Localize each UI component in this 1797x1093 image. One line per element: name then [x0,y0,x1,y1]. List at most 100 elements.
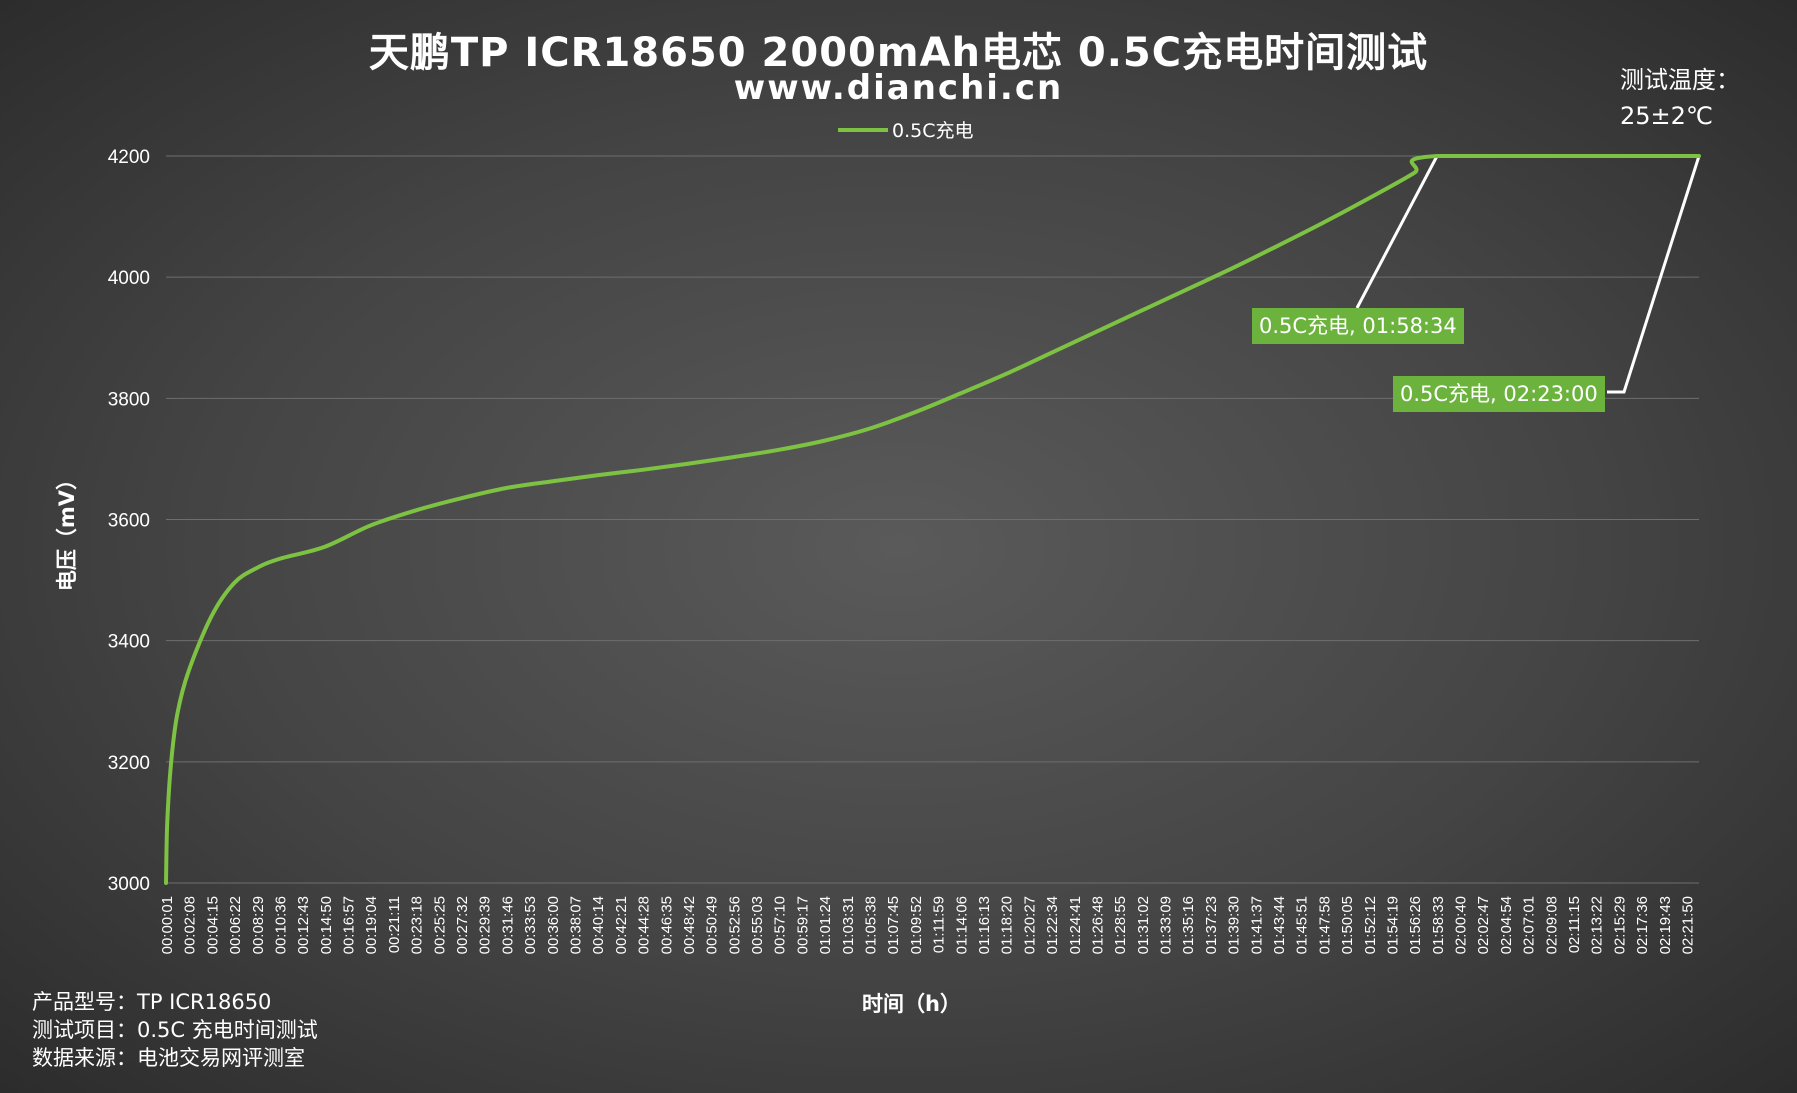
y-tick-label: 3200 [108,753,150,774]
x-tick-label: 00:08:29 [250,896,267,954]
x-tick-label: 01:16:13 [976,896,993,954]
x-tick-labels: 00:00:01 00:02:08 00:04:15 00:06:22 00:08:29… [159,896,1696,954]
footer-product-model: 产品型号：TP ICR18650 [32,990,272,1014]
leader-line-end [1607,155,1701,394]
x-tick-label: 02:17:36 [1634,896,1651,954]
y-tick-label: 3000 [108,874,150,895]
chart-title: 天鹏TP ICR18650 2000mAh电芯 0.5C充电时间测试 [368,30,1429,76]
x-tick-label: 01:03:31 [840,896,857,954]
legend-swatch [838,127,888,132]
x-tick-label: 01:24:41 [1067,896,1084,954]
x-tick-label: 00:40:14 [590,896,607,954]
x-tick-label: 00:06:22 [227,896,244,954]
x-tick-label: 00:55:03 [749,896,766,954]
y-tick-label: 4000 [108,268,150,289]
x-tick-label: 00:14:50 [318,896,335,954]
x-tick-label: 00:25:25 [431,896,448,954]
x-tick-label: 00:52:56 [726,896,743,954]
test-temperature: 测试温度： 25±2℃ [1620,62,1790,134]
test-temperature-value: 25±2℃ [1620,102,1713,130]
x-tick-label: 00:57:10 [772,896,789,954]
series-line-0.5c-charge [164,154,1701,885]
x-tick-label: 01:18:20 [999,896,1016,954]
x-tick-label: 00:12:43 [295,896,312,954]
footer-test-item: 测试项目：0.5C 充电时间测试 [32,1018,318,1042]
x-tick-label: 00:33:53 [522,896,539,954]
x-tick-label: 00:02:08 [182,896,199,954]
y-tick-label: 3800 [108,389,150,410]
x-tick-label: 00:50:49 [704,896,721,954]
legend: 0.5C充电 [838,116,973,143]
x-tick-label: 00:23:18 [409,896,426,954]
x-tick-label: 00:38:07 [567,896,584,954]
x-tick-label: 01:33:09 [1158,896,1175,954]
x-tick-label: 00:27:32 [454,896,471,954]
x-tick-label: 01:14:06 [953,896,970,954]
x-tick-label: 00:36:00 [545,896,562,954]
x-tick-label: 01:45:51 [1294,896,1311,954]
legend-label: 0.5C充电 [892,120,974,142]
x-tick-label: 02:09:08 [1543,896,1560,954]
footer-info: 产品型号：TP ICR18650 测试项目：0.5C 充电时间测试 数据来源：电… [32,988,318,1072]
x-tick-label: 00:10:36 [272,896,289,954]
y-tick-label: 4200 [108,147,150,168]
x-tick-label: 01:01:24 [817,896,834,954]
x-tick-label: 02:00:40 [1453,896,1470,954]
x-tick-label: 01:52:12 [1362,896,1379,954]
x-tick-label: 02:13:22 [1589,896,1606,954]
x-tick-label: 01:41:37 [1248,896,1265,954]
x-tick-label: 02:04:54 [1498,896,1515,954]
x-tick-label: 02:15:29 [1611,896,1628,954]
x-tick-label: 00:48:42 [681,896,698,954]
x-tick-label: 02:07:01 [1521,896,1538,954]
x-tick-label: 00:59:17 [794,896,811,954]
y-tick-label: 3600 [108,511,150,532]
x-tick-label: 01:39:30 [1226,896,1243,954]
test-temperature-label: 测试温度： [1620,66,1740,94]
x-tick-label: 01:05:38 [863,896,880,954]
x-tick-label: 00:04:15 [204,896,221,954]
x-tick-label: 01:07:45 [885,896,902,954]
x-tick-label: 00:00:01 [159,896,176,954]
callout-end: 0.5C充电, 02:23:00 [1393,376,1605,412]
x-tick-label: 02:21:50 [1679,896,1696,954]
y-tick-labels: 3000 3200 3400 3600 3800 4000 4200 [108,147,150,895]
x-axis-label: 时间（h） [862,992,961,1016]
x-tick-label: 00:44:28 [636,896,653,954]
callout-leader-lines [1355,155,1701,394]
chart-subtitle: www.dianchi.cn [733,68,1064,108]
x-tick-label: 00:21:11 [386,896,403,953]
x-tick-label: 00:19:04 [363,896,380,954]
x-tick-label: 01:26:48 [1089,896,1106,954]
y-axis-label: 电压（mV） [55,468,79,592]
x-tick-label: 01:54:19 [1384,896,1401,954]
x-tick-label: 00:29:39 [477,896,494,954]
x-tick-label: 02:11:15 [1566,896,1583,953]
footer-data-source: 数据来源：电池交易网评测室 [32,1046,305,1070]
x-tick-label: 01:56:26 [1407,896,1424,954]
x-tick-label: 00:16:57 [341,896,358,954]
x-tick-label: 01:43:44 [1271,896,1288,954]
x-tick-label: 01:28:55 [1112,896,1129,954]
x-tick-label: 02:19:43 [1657,896,1674,954]
x-tick-label: 01:50:05 [1339,896,1356,954]
leader-line-full-charge [1355,155,1439,309]
x-tick-label: 01:35:16 [1180,896,1197,954]
callout-full-charge: 0.5C充电, 01:58:34 [1252,308,1464,344]
grid-lines [166,155,1699,884]
y-tick-label: 3400 [108,632,150,653]
x-tick-label: 00:42:21 [613,896,630,954]
x-tick-label: 01:58:33 [1430,896,1447,954]
x-tick-label: 01:09:52 [908,896,925,954]
x-tick-label: 01:37:23 [1203,896,1220,954]
x-tick-label: 01:47:58 [1316,896,1333,954]
x-tick-label: 01:22:34 [1044,896,1061,954]
x-tick-label: 01:20:27 [1021,896,1038,954]
x-tick-label: 00:46:35 [658,896,675,954]
x-tick-label: 01:11:59 [931,896,948,953]
x-tick-label: 02:02:47 [1475,896,1492,954]
x-tick-label: 01:31:02 [1135,896,1152,954]
x-tick-label: 00:31:46 [499,896,516,954]
